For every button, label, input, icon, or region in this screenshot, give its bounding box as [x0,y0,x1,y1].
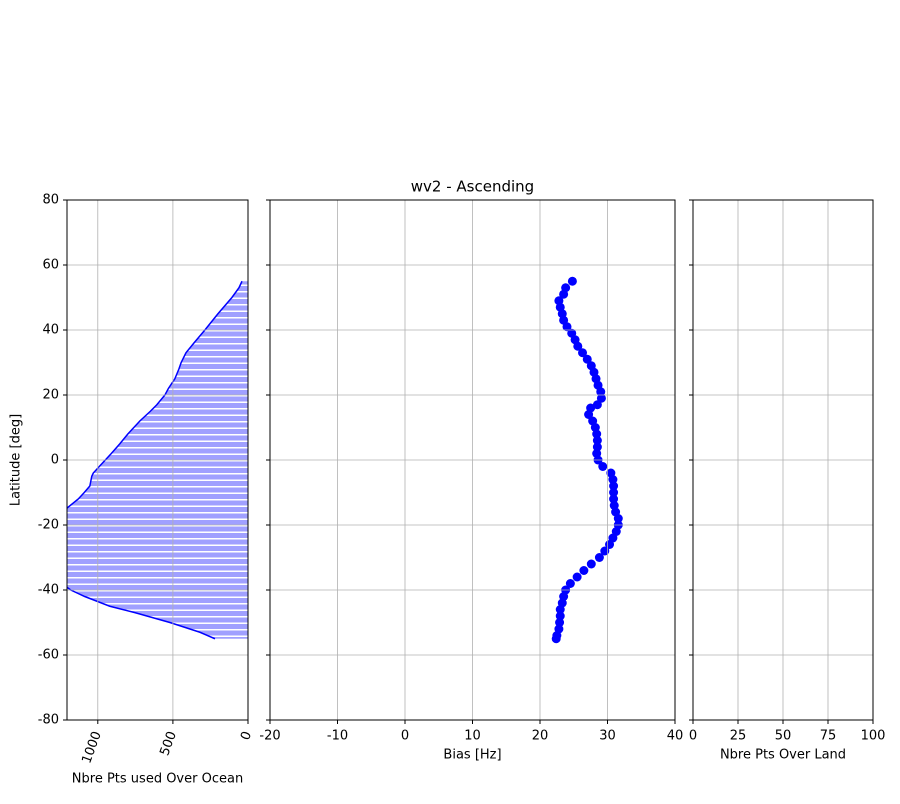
point [584,410,594,419]
y-axis-label: Latitude [deg] [9,414,24,506]
point [565,579,575,588]
x-axis-label: Nbre Pts used Over Ocean [72,772,243,787]
x-tick-label: 1000 [79,729,104,765]
point [609,494,619,504]
point [562,322,572,332]
x-tick-label: 100 [861,729,886,744]
point [555,618,565,627]
y-tick-label: -60 [38,648,59,663]
y-tick-label: -20 [38,518,59,533]
point [598,462,608,471]
x-tick-label: -20 [259,729,280,744]
point [559,289,569,299]
chart-title: wv2 - Ascending [411,178,534,196]
x-tick-label: 0 [401,729,409,744]
x-tick-label: 20 [532,729,549,744]
x-tick-label: 0 [238,729,255,742]
point [579,566,589,575]
point [573,341,583,351]
point [600,546,610,556]
axes-frame [66,199,249,721]
y-tick-label: -40 [38,583,59,598]
y-tick-label: 20 [42,388,59,403]
point [592,400,602,410]
point [586,559,596,569]
point [592,436,602,445]
x-tick-label: 75 [820,729,837,744]
x-tick-label: -10 [327,729,348,744]
x-tick-label: 30 [599,729,616,744]
point [555,605,565,614]
y-tick-label: 40 [42,323,59,338]
axes-frame [269,199,676,721]
point [596,393,606,403]
point [578,348,588,358]
point [592,442,602,452]
point [567,276,577,286]
x-tick-label: 500 [157,729,180,757]
y-tick-label: 60 [42,258,59,273]
axes-frame [692,199,874,721]
point [551,634,561,644]
point [594,553,604,562]
point [608,475,618,484]
x-tick-label: 0 [689,729,697,744]
point [596,387,606,397]
point [613,514,623,523]
y-tick-label: -80 [38,713,59,728]
x-tick-label: 50 [775,729,792,744]
y-tick-label: 0 [51,453,59,468]
x-tick-label: 10 [464,729,481,744]
x-tick-label: 40 [667,729,684,744]
y-tick-label: 80 [42,193,59,208]
area-line [67,280,243,640]
x-tick-label: 25 [730,729,747,744]
point [592,429,602,439]
point [555,611,565,621]
x-axis-label: Nbre Pts Over Land [720,748,846,763]
point [582,354,592,364]
point [572,572,582,582]
point [609,481,619,491]
point [609,488,619,497]
x-axis-label: Bias [Hz] [443,748,501,763]
